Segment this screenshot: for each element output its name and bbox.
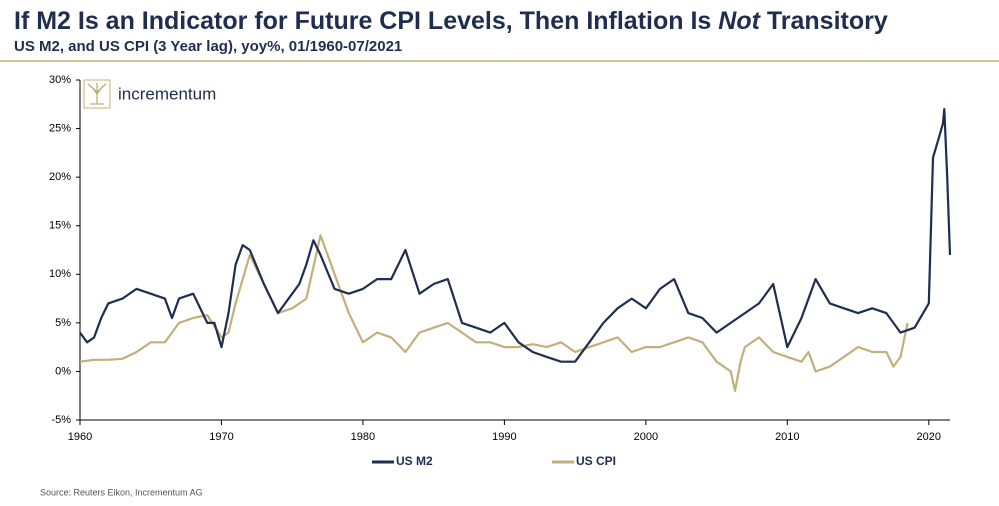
- x-tick-label: 2010: [775, 431, 799, 443]
- chart-subtitle: US M2, and US CPI (3 Year lag), yoy%, 01…: [14, 38, 402, 55]
- legend-label: US CPI: [576, 454, 616, 468]
- title-part: If M2 Is an Indicator for Future CPI Lev…: [14, 7, 718, 35]
- chart-title: If M2 Is an Indicator for Future CPI Lev…: [14, 7, 888, 35]
- y-tick-label: 25%: [49, 122, 71, 134]
- logo-text: incrementum: [118, 84, 216, 103]
- x-tick-label: 2020: [917, 431, 941, 443]
- logo-icon: [83, 79, 111, 109]
- y-tick-label: 5%: [55, 317, 71, 329]
- title-part: Not: [718, 7, 761, 35]
- y-tick-label: -5%: [51, 414, 71, 426]
- y-tick-label: 0%: [55, 365, 71, 377]
- source: Source: Reuters Eikon, Incrementum AG: [40, 487, 203, 497]
- title-part: Transitory: [760, 7, 888, 35]
- x-tick-label: 1960: [68, 431, 92, 443]
- y-tick-label: 15%: [49, 220, 71, 232]
- x-tick-label: 1980: [351, 431, 375, 443]
- y-tick-label: 20%: [49, 171, 71, 183]
- x-tick-label: 2000: [634, 431, 658, 443]
- series-line: [79, 108, 952, 363]
- series-line: [79, 234, 909, 392]
- x-tick-label: 1990: [492, 431, 516, 443]
- y-tick-label: 30%: [49, 74, 71, 86]
- y-tick-label: 10%: [49, 268, 71, 280]
- x-tick-label: 1970: [209, 431, 233, 443]
- legend-label: US M2: [396, 454, 433, 468]
